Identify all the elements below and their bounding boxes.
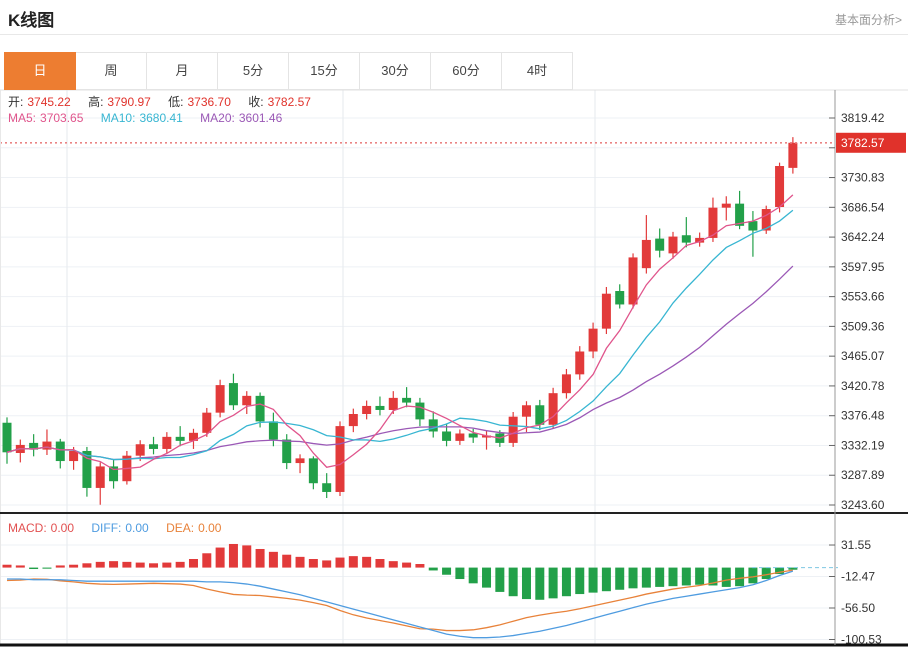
page-title: K线图	[8, 11, 55, 30]
svg-text:-12.47: -12.47	[841, 570, 875, 584]
ma10-value: 3680.41	[139, 111, 183, 125]
ma5-label: MA5:	[8, 111, 37, 125]
svg-text:3376.48: 3376.48	[841, 409, 885, 423]
svg-text:3782.57: 3782.57	[841, 136, 885, 150]
svg-text:3332.19: 3332.19	[841, 438, 885, 452]
svg-text:3642.24: 3642.24	[841, 230, 885, 244]
diff-label: DIFF:	[91, 521, 122, 535]
svg-text:-56.50: -56.50	[841, 601, 875, 615]
macd-header-row: MACD: 0.00 DIFF: 0.00 DEA: 0.00	[8, 521, 235, 535]
dea-value: 0.00	[198, 521, 222, 535]
high-label: 高:	[88, 95, 104, 109]
svg-text:3287.89: 3287.89	[841, 468, 885, 482]
fundamental-analysis-link[interactable]: 基本面分析>	[834, 13, 902, 27]
tab-5分[interactable]: 5分	[218, 52, 289, 90]
low-label: 低:	[168, 95, 184, 109]
close-label: 收:	[248, 95, 264, 109]
open-value: 3745.22	[27, 95, 71, 109]
svg-text:3597.95: 3597.95	[841, 260, 885, 274]
ohlc-row: 开: 3745.22 高: 3790.97 低: 3736.70 收: 3782.57	[8, 93, 325, 110]
close-value: 3782.57	[267, 95, 311, 109]
svg-text:3420.78: 3420.78	[841, 379, 885, 393]
tab-月[interactable]: 月	[147, 52, 218, 90]
current-price-tag: 3782.57	[836, 132, 906, 153]
tab-bar: 日周月 5分 15分 30分 60分 4时	[4, 52, 573, 90]
tab-60分[interactable]: 60分	[431, 52, 502, 90]
tab-30分[interactable]: 30分	[360, 52, 431, 90]
title-divider	[0, 34, 908, 35]
svg-text:31.55: 31.55	[841, 538, 871, 552]
diff-value: 0.00	[125, 521, 149, 535]
high-value: 3790.97	[107, 95, 151, 109]
svg-text:-100.53: -100.53	[841, 633, 882, 647]
svg-text:3465.07: 3465.07	[841, 349, 885, 363]
svg-text:3686.54: 3686.54	[841, 200, 885, 214]
macd-value: 0.00	[50, 521, 75, 535]
low-value: 3736.70	[187, 95, 231, 109]
svg-text:3730.83: 3730.83	[841, 171, 885, 185]
svg-text:3243.60: 3243.60	[841, 498, 885, 512]
tab-周[interactable]: 周	[76, 52, 147, 90]
tab-日[interactable]: 日	[4, 52, 76, 90]
open-label: 开:	[8, 95, 24, 109]
dea-label: DEA:	[166, 521, 195, 535]
svg-text:3553.66: 3553.66	[841, 290, 885, 304]
ma20-label: MA20:	[200, 111, 235, 125]
svg-text:3509.36: 3509.36	[841, 319, 885, 333]
ma5-value: 3703.65	[40, 111, 84, 125]
ma-row: MA5: 3703.65 MA10: 3680.41 MA20: 3601.46	[8, 111, 296, 125]
ma20-value: 3601.46	[238, 111, 283, 125]
macd-label: MACD:	[8, 521, 47, 535]
tab-15分[interactable]: 15分	[289, 52, 360, 90]
tab-4时[interactable]: 4时	[502, 52, 573, 90]
ma10-label: MA10:	[100, 111, 136, 125]
svg-text:3819.42: 3819.42	[841, 111, 885, 125]
